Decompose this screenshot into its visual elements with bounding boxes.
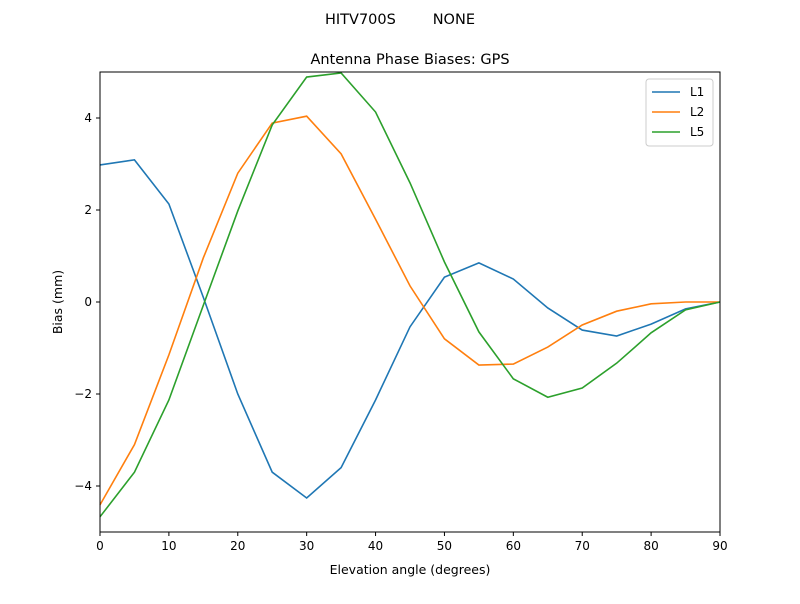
- x-tick-label: 0: [96, 539, 104, 553]
- legend-label-L5: L5: [690, 125, 704, 139]
- legend: L1 L2 L5: [645, 78, 714, 147]
- suptitle: HITV700S NONE: [325, 12, 475, 28]
- x-tick-label: 10: [161, 539, 176, 553]
- x-tick-label: 80: [643, 539, 658, 553]
- y-tick-label: 0: [84, 295, 92, 309]
- x-tick-label: 70: [575, 539, 590, 553]
- plot-frame: [99, 71, 721, 533]
- x-tick-label: 50: [437, 539, 452, 553]
- series-line-L5: [99, 72, 721, 518]
- y-axis-label: Bias (mm): [50, 270, 65, 334]
- legend-label-L1: L1: [690, 85, 704, 99]
- legend-label-L2: L2: [690, 105, 704, 119]
- x-tick-label: 30: [299, 539, 314, 553]
- x-axis-label: Elevation angle (degrees): [330, 562, 491, 577]
- x-tick-label: 90: [712, 539, 727, 553]
- x-tick-label: 20: [230, 539, 245, 553]
- y-tick-label: −4: [74, 479, 92, 493]
- x-tick-label: 60: [506, 539, 521, 553]
- series-line-L2: [99, 115, 720, 506]
- y-tick-label: 4: [84, 111, 92, 125]
- y-tick-label: 2: [84, 203, 92, 217]
- y-tick-label: −2: [74, 387, 92, 401]
- chart-title: Antenna Phase Biases: GPS: [310, 52, 509, 68]
- x-tick-label: 40: [368, 539, 383, 553]
- series-line-L1: [99, 159, 721, 499]
